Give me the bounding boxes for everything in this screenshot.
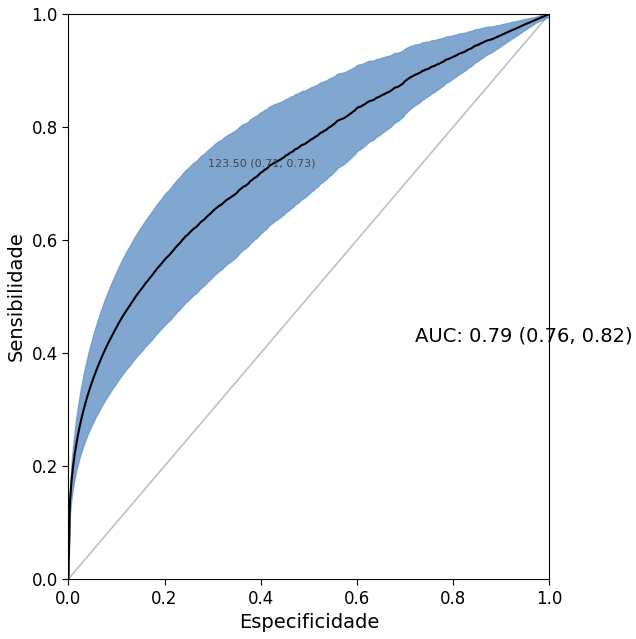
Text: 123.50 (0.71, 0.73): 123.50 (0.71, 0.73) [208,158,315,169]
Y-axis label: Sensibilidade: Sensibilidade [7,232,26,362]
Text: AUC: 0.79 (0.76, 0.82): AUC: 0.79 (0.76, 0.82) [415,327,632,346]
X-axis label: Especificidade: Especificidade [238,613,379,632]
